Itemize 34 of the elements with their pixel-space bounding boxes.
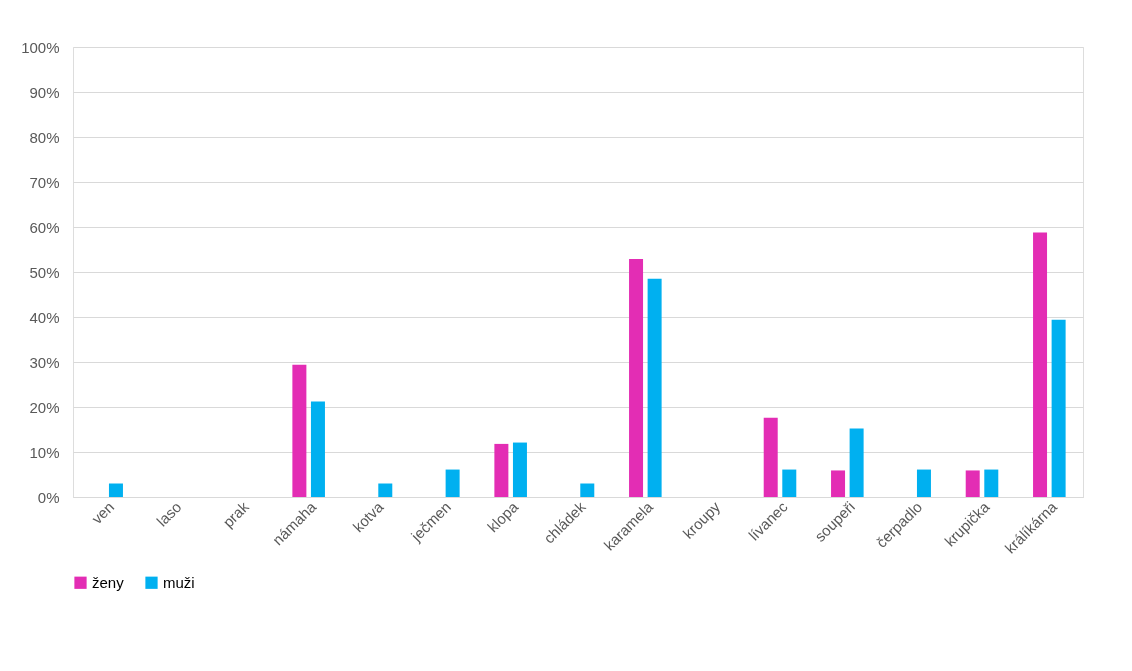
bar [310,401,325,497]
x-tick-label: ven [88,498,118,528]
bar [763,417,778,497]
bar [494,443,509,497]
y-tick-label: 60% [29,218,60,236]
y-tick-label: 100% [21,38,60,56]
y-tick-label: 80% [29,128,60,146]
bar [445,469,460,497]
bar [782,469,797,497]
bar [965,470,980,497]
bar [1033,232,1048,497]
x-tick-label: laso [153,498,185,530]
y-tick-label: 10% [29,443,60,461]
y-tick-label: 50% [29,263,60,281]
y-tick-label: 30% [29,353,60,371]
bar [629,258,644,497]
y-tick-label: 40% [29,308,60,326]
y-tick-label: 20% [29,398,60,416]
bar [1051,319,1066,497]
y-tick-label: 0% [37,488,60,506]
bar [984,469,999,497]
legend-label: muži [163,573,195,591]
legend-label: ženy [92,573,125,591]
bar [849,428,864,497]
bar [292,364,307,497]
bar [512,442,527,497]
y-tick-label: 90% [29,83,60,101]
bar [647,278,662,497]
y-tick-label: 70% [29,173,60,191]
bar [378,483,393,497]
bar [831,470,846,497]
bar [108,483,123,497]
bar [580,483,595,497]
bar [916,469,931,497]
